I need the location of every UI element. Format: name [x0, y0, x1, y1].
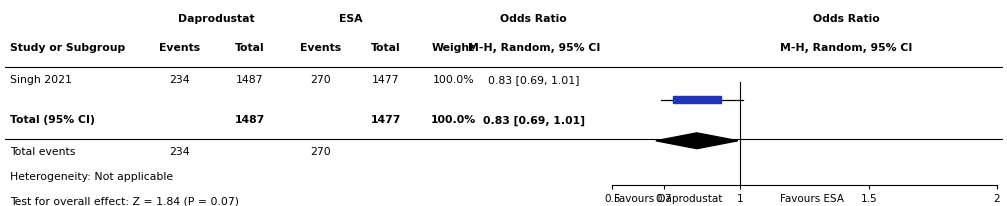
Text: Favours Daprodustat: Favours Daprodustat — [614, 194, 723, 204]
Text: 1477: 1477 — [371, 115, 401, 125]
Text: 100.0%: 100.0% — [431, 115, 475, 125]
Text: Daprodustat: Daprodustat — [178, 14, 255, 25]
Text: 270: 270 — [310, 75, 330, 85]
Polygon shape — [656, 133, 738, 149]
Text: ESA: ESA — [338, 14, 363, 25]
Text: M-H, Random, 95% CI: M-H, Random, 95% CI — [467, 43, 600, 53]
Text: Study or Subgroup: Study or Subgroup — [10, 43, 125, 53]
Text: 1487: 1487 — [235, 115, 265, 125]
Text: Total: Total — [371, 43, 401, 53]
Text: 270: 270 — [310, 147, 330, 157]
Text: Total events: Total events — [10, 147, 76, 157]
Text: 0.83 [0.69, 1.01]: 0.83 [0.69, 1.01] — [488, 75, 579, 85]
Text: 234: 234 — [169, 75, 189, 85]
Text: Heterogeneity: Not applicable: Heterogeneity: Not applicable — [10, 172, 173, 182]
Text: M-H, Random, 95% CI: M-H, Random, 95% CI — [779, 43, 912, 53]
Text: Events: Events — [159, 43, 199, 53]
Text: Favours ESA: Favours ESA — [780, 194, 844, 204]
Text: Events: Events — [300, 43, 340, 53]
Text: Total (95% CI): Total (95% CI) — [10, 115, 95, 125]
Text: 1487: 1487 — [236, 75, 264, 85]
Text: Weight: Weight — [432, 43, 474, 53]
Text: 1477: 1477 — [372, 75, 400, 85]
Text: Total: Total — [235, 43, 265, 53]
Text: Odds Ratio: Odds Ratio — [813, 14, 879, 25]
Text: 0.83 [0.69, 1.01]: 0.83 [0.69, 1.01] — [482, 115, 585, 126]
Text: Singh 2021: Singh 2021 — [10, 75, 71, 85]
Text: Test for overall effect: Z = 1.84 (P = 0.07): Test for overall effect: Z = 1.84 (P = 0… — [10, 197, 239, 206]
Text: 234: 234 — [169, 147, 189, 157]
Text: 100.0%: 100.0% — [432, 75, 474, 85]
Text: Odds Ratio: Odds Ratio — [500, 14, 567, 25]
Bar — [673, 96, 721, 103]
